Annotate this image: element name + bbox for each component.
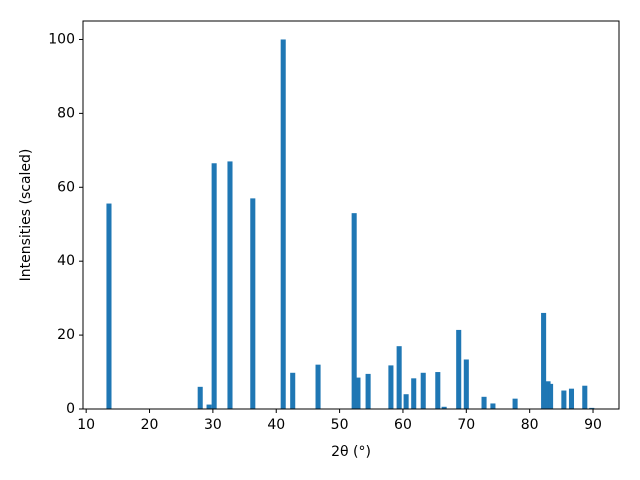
- bar: [315, 364, 321, 409]
- bar: [227, 161, 233, 409]
- bar: [561, 390, 567, 409]
- bar: [355, 377, 361, 409]
- x-tick-label: 50: [331, 417, 349, 433]
- bar: [290, 372, 296, 409]
- x-tick-label: 70: [457, 417, 475, 433]
- bar: [463, 359, 469, 409]
- bar: [396, 346, 402, 409]
- bar: [435, 372, 441, 409]
- x-axis-label: 2θ (°): [331, 444, 371, 460]
- bar: [250, 198, 256, 409]
- bar: [106, 203, 112, 409]
- bar: [481, 396, 487, 409]
- plot-frame: [82, 20, 620, 410]
- bar: [456, 329, 462, 409]
- x-tick-label: 40: [267, 417, 285, 433]
- x-tick-label: 90: [584, 417, 602, 433]
- bar: [197, 386, 203, 409]
- bar: [589, 407, 595, 409]
- bar: [351, 213, 357, 409]
- bar: [280, 39, 286, 409]
- bar: [541, 312, 547, 409]
- bar: [211, 163, 217, 409]
- bar: [490, 403, 496, 409]
- y-tick-label: 100: [48, 31, 75, 47]
- y-tick-label: 0: [66, 401, 75, 417]
- bar: [548, 383, 554, 409]
- bar: [365, 373, 371, 409]
- x-tick-label: 80: [521, 417, 539, 433]
- y-tick-label: 20: [57, 327, 75, 343]
- x-tick-label: 30: [204, 417, 222, 433]
- y-tick-label: 80: [57, 105, 75, 121]
- x-tick-label: 60: [394, 417, 412, 433]
- bar: [512, 398, 518, 409]
- x-tick-label: 20: [141, 417, 159, 433]
- bar: [403, 394, 409, 409]
- y-tick-label: 40: [57, 253, 75, 269]
- x-tick-label: 10: [77, 417, 95, 433]
- bar: [411, 378, 417, 409]
- y-tick-label: 60: [57, 179, 75, 195]
- bar: [441, 406, 447, 409]
- bar: [568, 388, 575, 409]
- bar: [388, 365, 394, 409]
- bar: [420, 372, 426, 409]
- y-axis-label: Intensities (scaled): [18, 149, 34, 282]
- bar: [206, 404, 212, 409]
- bar: [582, 385, 588, 409]
